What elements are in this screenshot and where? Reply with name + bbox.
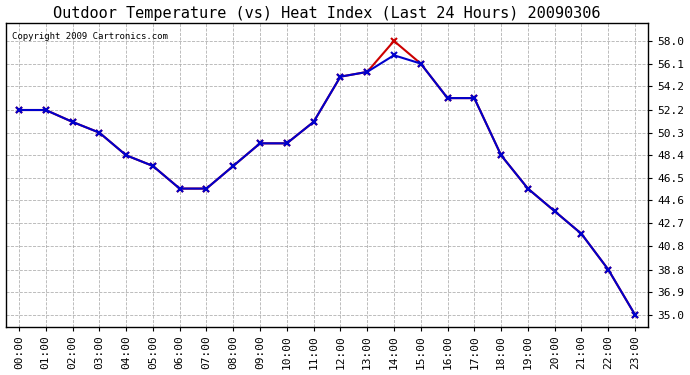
Text: Copyright 2009 Cartronics.com: Copyright 2009 Cartronics.com — [12, 32, 168, 41]
Title: Outdoor Temperature (vs) Heat Index (Last 24 Hours) 20090306: Outdoor Temperature (vs) Heat Index (Las… — [53, 6, 601, 21]
